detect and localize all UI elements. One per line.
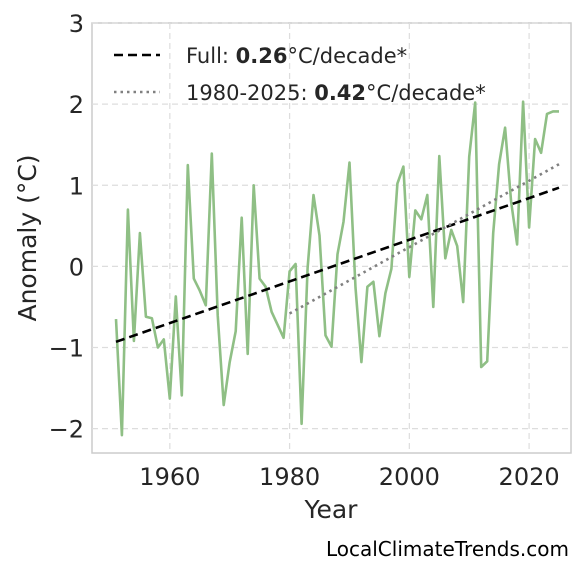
x-axis-label: Year — [304, 495, 359, 524]
chart-svg: 1960 1980 2000 2020 −2 −1 0 1 2 3 Year Anomaly (°… — [13, 10, 572, 524]
y-tick-label: −2 — [49, 416, 84, 444]
grid — [92, 22, 571, 453]
x-tick-label: 2000 — [379, 463, 440, 491]
legend-recent-unit: °C/decade* — [366, 81, 486, 105]
y-tick-label: 0 — [69, 253, 84, 281]
y-tick-label: 1 — [69, 172, 84, 200]
y-tick-label: −1 — [49, 335, 84, 363]
legend-full-value: 0.26 — [236, 44, 288, 68]
credit-text: LocalClimateTrends.com — [325, 537, 569, 561]
legend-label-recent: 1980-2025: 0.42°C/decade* — [186, 81, 486, 105]
tick-labels: 1960 1980 2000 2020 −2 −1 0 1 2 3 — [49, 10, 560, 491]
legend-full-unit: °C/decade* — [288, 44, 408, 68]
series-layer — [114, 100, 560, 437]
x-tick-label: 1960 — [139, 463, 200, 491]
legend-recent-value: 0.42 — [314, 81, 366, 105]
x-tick-label: 1980 — [259, 463, 320, 491]
y-axis-label: Anomaly (°C) — [13, 154, 42, 321]
legend-recent-prefix: 1980-2025: — [186, 81, 314, 105]
legend-label-full: Full: 0.26°C/decade* — [186, 44, 407, 68]
full-trend-line — [115, 186, 560, 344]
legend: Full: 0.26°C/decade* 1980-2025: 0.42°C/d… — [114, 44, 486, 105]
x-tick-label: 2020 — [499, 463, 560, 491]
anomaly-series-line — [114, 100, 559, 437]
y-tick-label: 3 — [69, 10, 84, 38]
y-tick-label: 2 — [69, 91, 84, 119]
legend-full-prefix: Full: — [186, 44, 236, 68]
